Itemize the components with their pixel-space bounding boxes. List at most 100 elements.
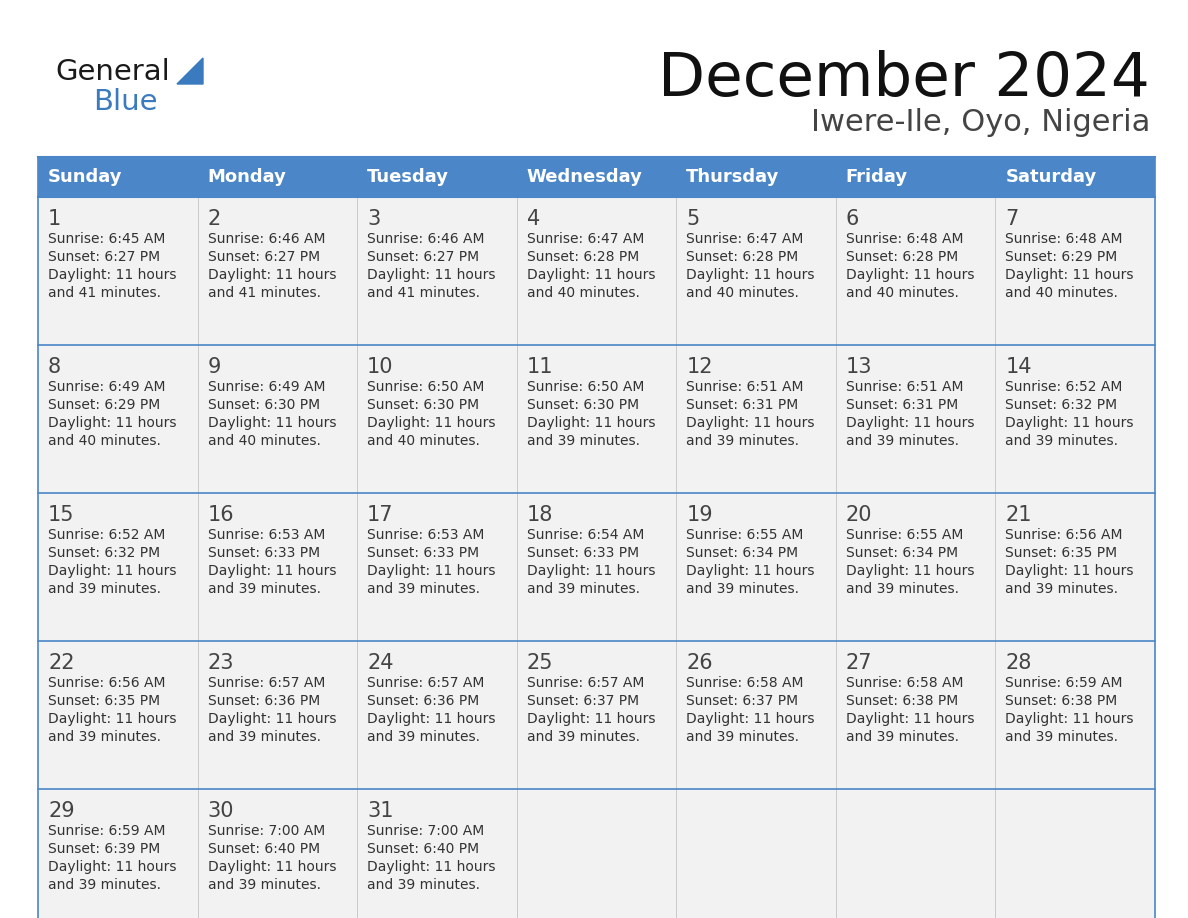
Text: and 40 minutes.: and 40 minutes. bbox=[48, 434, 160, 448]
Text: and 39 minutes.: and 39 minutes. bbox=[687, 730, 800, 744]
Text: 31: 31 bbox=[367, 801, 393, 821]
Polygon shape bbox=[177, 58, 203, 84]
Text: and 41 minutes.: and 41 minutes. bbox=[208, 286, 321, 300]
Bar bbox=[197, 345, 358, 493]
Text: Sunset: 6:38 PM: Sunset: 6:38 PM bbox=[846, 694, 958, 708]
Text: Daylight: 11 hours: Daylight: 11 hours bbox=[48, 860, 177, 874]
Text: and 39 minutes.: and 39 minutes. bbox=[846, 730, 959, 744]
Text: Sunset: 6:34 PM: Sunset: 6:34 PM bbox=[687, 546, 798, 560]
Text: and 41 minutes.: and 41 minutes. bbox=[367, 286, 480, 300]
Text: Daylight: 11 hours: Daylight: 11 hours bbox=[526, 416, 656, 430]
Text: Daylight: 11 hours: Daylight: 11 hours bbox=[687, 416, 815, 430]
Text: 26: 26 bbox=[687, 653, 713, 673]
Bar bbox=[676, 197, 836, 345]
Text: Sunset: 6:31 PM: Sunset: 6:31 PM bbox=[846, 398, 958, 412]
Text: 3: 3 bbox=[367, 209, 380, 229]
Text: Sunset: 6:31 PM: Sunset: 6:31 PM bbox=[687, 398, 798, 412]
Text: Daylight: 11 hours: Daylight: 11 hours bbox=[208, 268, 336, 282]
Text: and 40 minutes.: and 40 minutes. bbox=[687, 286, 800, 300]
Bar bbox=[197, 493, 358, 641]
Text: and 40 minutes.: and 40 minutes. bbox=[526, 286, 639, 300]
Text: Sunset: 6:37 PM: Sunset: 6:37 PM bbox=[526, 694, 639, 708]
Text: Sunrise: 6:52 AM: Sunrise: 6:52 AM bbox=[1005, 380, 1123, 394]
Text: 17: 17 bbox=[367, 505, 393, 525]
Bar bbox=[996, 789, 1155, 918]
Text: Sunrise: 6:49 AM: Sunrise: 6:49 AM bbox=[48, 380, 165, 394]
Text: Daylight: 11 hours: Daylight: 11 hours bbox=[208, 712, 336, 726]
Text: Sunrise: 6:46 AM: Sunrise: 6:46 AM bbox=[208, 232, 326, 246]
Text: Sunset: 6:30 PM: Sunset: 6:30 PM bbox=[526, 398, 639, 412]
Bar bbox=[358, 789, 517, 918]
Text: and 39 minutes.: and 39 minutes. bbox=[526, 434, 639, 448]
Text: Daylight: 11 hours: Daylight: 11 hours bbox=[526, 564, 656, 578]
Text: 22: 22 bbox=[48, 653, 75, 673]
Text: Daylight: 11 hours: Daylight: 11 hours bbox=[846, 268, 974, 282]
Text: 21: 21 bbox=[1005, 505, 1032, 525]
Text: Sunrise: 6:59 AM: Sunrise: 6:59 AM bbox=[1005, 676, 1123, 690]
Text: Tuesday: Tuesday bbox=[367, 168, 449, 186]
Text: December 2024: December 2024 bbox=[658, 50, 1150, 109]
Text: Daylight: 11 hours: Daylight: 11 hours bbox=[367, 712, 495, 726]
Text: Daylight: 11 hours: Daylight: 11 hours bbox=[846, 712, 974, 726]
Text: Daylight: 11 hours: Daylight: 11 hours bbox=[1005, 712, 1133, 726]
Text: Sunset: 6:33 PM: Sunset: 6:33 PM bbox=[367, 546, 479, 560]
Text: Sunrise: 6:57 AM: Sunrise: 6:57 AM bbox=[367, 676, 485, 690]
Bar bbox=[517, 493, 676, 641]
Text: and 39 minutes.: and 39 minutes. bbox=[687, 582, 800, 596]
Text: Daylight: 11 hours: Daylight: 11 hours bbox=[48, 416, 177, 430]
Text: 9: 9 bbox=[208, 357, 221, 377]
Text: Daylight: 11 hours: Daylight: 11 hours bbox=[367, 416, 495, 430]
Bar bbox=[517, 345, 676, 493]
Text: 25: 25 bbox=[526, 653, 554, 673]
Text: Daylight: 11 hours: Daylight: 11 hours bbox=[208, 416, 336, 430]
Text: and 39 minutes.: and 39 minutes. bbox=[1005, 582, 1118, 596]
Text: Sunrise: 6:56 AM: Sunrise: 6:56 AM bbox=[1005, 528, 1123, 542]
Text: Sunset: 6:34 PM: Sunset: 6:34 PM bbox=[846, 546, 958, 560]
Text: Sunset: 6:27 PM: Sunset: 6:27 PM bbox=[367, 250, 479, 264]
Text: and 40 minutes.: and 40 minutes. bbox=[367, 434, 480, 448]
Text: Sunset: 6:38 PM: Sunset: 6:38 PM bbox=[1005, 694, 1118, 708]
Bar bbox=[358, 493, 517, 641]
Text: Sunset: 6:29 PM: Sunset: 6:29 PM bbox=[48, 398, 160, 412]
Text: 6: 6 bbox=[846, 209, 859, 229]
Text: Sunrise: 6:53 AM: Sunrise: 6:53 AM bbox=[367, 528, 485, 542]
Text: Sunset: 6:33 PM: Sunset: 6:33 PM bbox=[208, 546, 320, 560]
Text: 27: 27 bbox=[846, 653, 872, 673]
Text: Daylight: 11 hours: Daylight: 11 hours bbox=[48, 712, 177, 726]
Bar bbox=[358, 641, 517, 789]
Text: and 39 minutes.: and 39 minutes. bbox=[846, 582, 959, 596]
Text: and 39 minutes.: and 39 minutes. bbox=[208, 582, 321, 596]
Text: Sunset: 6:28 PM: Sunset: 6:28 PM bbox=[687, 250, 798, 264]
Bar bbox=[676, 493, 836, 641]
Text: Sunset: 6:30 PM: Sunset: 6:30 PM bbox=[208, 398, 320, 412]
Text: 29: 29 bbox=[48, 801, 75, 821]
Text: 5: 5 bbox=[687, 209, 700, 229]
Text: Daylight: 11 hours: Daylight: 11 hours bbox=[846, 416, 974, 430]
Bar bbox=[517, 641, 676, 789]
Text: Daylight: 11 hours: Daylight: 11 hours bbox=[367, 268, 495, 282]
Text: Sunset: 6:27 PM: Sunset: 6:27 PM bbox=[208, 250, 320, 264]
Text: Daylight: 11 hours: Daylight: 11 hours bbox=[526, 712, 656, 726]
Bar bbox=[836, 493, 996, 641]
Text: and 39 minutes.: and 39 minutes. bbox=[208, 878, 321, 892]
Text: 16: 16 bbox=[208, 505, 234, 525]
Bar bbox=[836, 789, 996, 918]
Text: Sunset: 6:27 PM: Sunset: 6:27 PM bbox=[48, 250, 160, 264]
Text: Daylight: 11 hours: Daylight: 11 hours bbox=[367, 860, 495, 874]
Text: General: General bbox=[55, 58, 170, 86]
Text: Sunrise: 7:00 AM: Sunrise: 7:00 AM bbox=[208, 824, 324, 838]
Text: 28: 28 bbox=[1005, 653, 1032, 673]
Text: and 39 minutes.: and 39 minutes. bbox=[1005, 434, 1118, 448]
Bar bbox=[38, 197, 197, 345]
Text: Sunset: 6:28 PM: Sunset: 6:28 PM bbox=[526, 250, 639, 264]
Text: Daylight: 11 hours: Daylight: 11 hours bbox=[208, 860, 336, 874]
Bar bbox=[996, 641, 1155, 789]
Text: and 39 minutes.: and 39 minutes. bbox=[526, 582, 639, 596]
Text: Sunrise: 6:58 AM: Sunrise: 6:58 AM bbox=[846, 676, 963, 690]
Text: Sunrise: 6:57 AM: Sunrise: 6:57 AM bbox=[526, 676, 644, 690]
Bar bbox=[197, 197, 358, 345]
Bar bbox=[517, 197, 676, 345]
Bar bbox=[836, 345, 996, 493]
Text: Iwere-Ile, Oyo, Nigeria: Iwere-Ile, Oyo, Nigeria bbox=[810, 108, 1150, 137]
Text: and 41 minutes.: and 41 minutes. bbox=[48, 286, 162, 300]
